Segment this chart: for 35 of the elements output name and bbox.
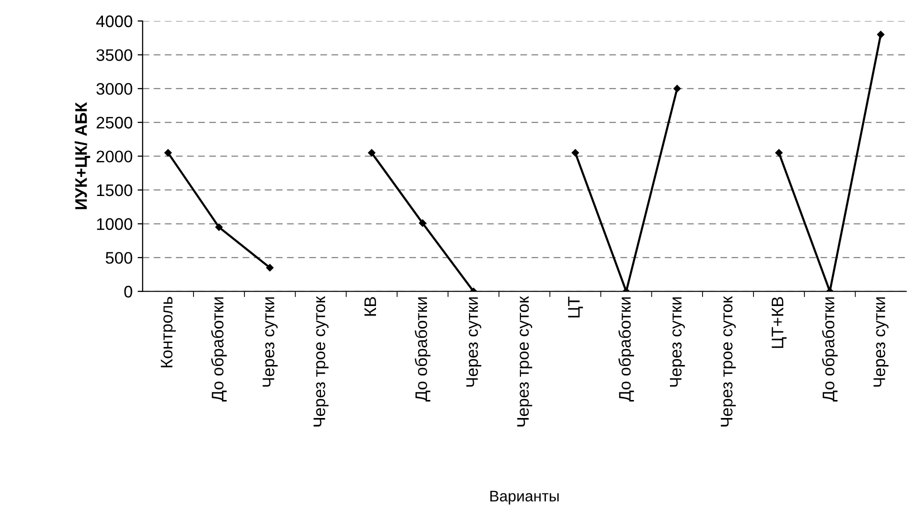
y-tick-label: 1500 bbox=[97, 184, 132, 196]
x-tick-label: Через сутки bbox=[670, 297, 685, 387]
y-tick-label: 0 bbox=[124, 286, 132, 298]
x-tick-label: Через трое суток bbox=[314, 296, 329, 426]
point bbox=[266, 264, 274, 272]
y-tick-label: 500 bbox=[106, 252, 132, 264]
x-tick-label: Через трое суток bbox=[517, 296, 532, 426]
point bbox=[572, 149, 579, 156]
point bbox=[368, 149, 376, 156]
y-tick-label: 2000 bbox=[96, 150, 132, 162]
x-tick-label: Через сутки bbox=[874, 297, 889, 387]
y-tick-label: 1000 bbox=[97, 218, 132, 230]
x-tick-label: ЦТ bbox=[568, 296, 583, 318]
x-tick-label: До обработки bbox=[822, 297, 838, 402]
point bbox=[673, 84, 681, 92]
x-tick-label: Через сутки bbox=[466, 297, 482, 387]
y-tick-label: 4000 bbox=[96, 15, 132, 28]
x-tick-label: До обработки bbox=[414, 297, 430, 402]
point bbox=[418, 219, 426, 227]
y-axis-title: ИУК+ЦК/ АБК bbox=[74, 102, 90, 210]
point bbox=[215, 224, 223, 231]
x-tick-label: ЦТ+КВ bbox=[772, 297, 787, 348]
point bbox=[775, 149, 783, 156]
point bbox=[877, 30, 884, 38]
point bbox=[164, 149, 172, 156]
y-tick-label: 2500 bbox=[96, 116, 132, 129]
x-tick-label: Через трое суток bbox=[720, 296, 736, 426]
x-axis-title: Варианты bbox=[490, 490, 559, 505]
y-tick-label: 3000 bbox=[96, 82, 132, 95]
x-tick-label: До обработки bbox=[618, 297, 634, 402]
y-tick-label: 3500 bbox=[96, 49, 132, 61]
x-tick-label: Контроль bbox=[160, 296, 176, 368]
x-tick-label: КВ bbox=[364, 297, 376, 316]
x-tick-label: Через сутки bbox=[262, 297, 278, 387]
x-tick-label: До обработки bbox=[211, 297, 227, 402]
